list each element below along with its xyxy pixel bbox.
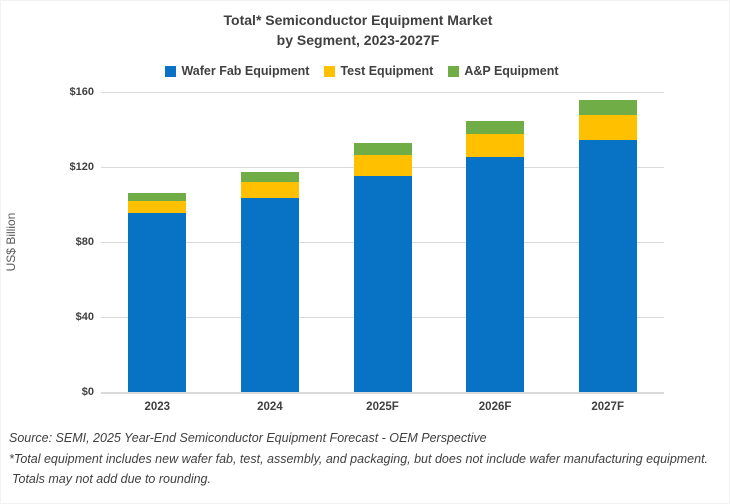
legend-swatch-icon — [165, 65, 177, 77]
legend-item-ap: A&P Equipment — [448, 64, 559, 78]
legend-swatch-icon — [448, 65, 460, 77]
bar-segment-wafer-fab-equipment-2026f — [466, 156, 525, 392]
footnote-rounding-line: Totals may not add due to rounding. — [12, 472, 211, 486]
chart-title-line2: by Segment, 2023-2027F — [276, 32, 440, 48]
x-tick-label-2024: 2024 — [257, 401, 283, 413]
bar-segment-a-p-equipment-2025f — [353, 142, 412, 155]
plot-area — [101, 92, 664, 394]
bar-segment-test-equipment-2024 — [240, 182, 299, 198]
bar-segment-wafer-fab-equipment-2024 — [240, 197, 299, 392]
bar-segment-test-equipment-2023 — [128, 200, 187, 213]
y-tick-label: $0 — [81, 386, 94, 398]
legend-label: A&P Equipment — [464, 64, 559, 78]
legend-item-wafer-fab: Wafer Fab Equipment — [165, 64, 309, 78]
source-note: Source: SEMI, 2025 Year-End Semiconducto… — [9, 428, 725, 490]
bar-segment-wafer-fab-equipment-2023 — [128, 212, 187, 392]
legend-label: Wafer Fab Equipment — [181, 64, 310, 78]
chart-title-line1: Total* Semiconductor Equipment Market — [223, 12, 493, 28]
y-tick-label: $160 — [69, 86, 94, 98]
stacked-bar-2023 — [128, 193, 187, 392]
stacked-bar-2026f — [466, 121, 525, 392]
bar-segment-a-p-equipment-2024 — [240, 171, 299, 182]
x-tick-label-2026f: 2026F — [478, 401, 512, 413]
x-tick-label-2027f: 2027F — [591, 401, 624, 413]
x-tick-label-2023: 2023 — [144, 401, 171, 413]
stacked-bar-2024 — [240, 171, 299, 392]
chart-title: Total* Semiconductor Equipment Market by… — [1, 10, 715, 50]
chart-legend: Wafer Fab Equipment Test Equipment A&P E… — [1, 64, 723, 78]
bar-segment-wafer-fab-equipment-2025f — [353, 176, 412, 392]
stacked-bar-2025f — [353, 142, 412, 392]
bar-segment-a-p-equipment-2023 — [128, 193, 187, 201]
bar-segment-wafer-fab-equipment-2027f — [578, 139, 637, 392]
gridline — [101, 92, 664, 93]
source-line: Source: SEMI, 2025 Year-End Semiconducto… — [9, 431, 487, 445]
y-tick-label: $40 — [75, 311, 94, 323]
bar-segment-a-p-equipment-2026f — [466, 121, 525, 135]
bar-segment-test-equipment-2026f — [466, 134, 525, 157]
x-tick-label-2025f: 2025F — [366, 401, 399, 413]
stacked-bar-2027f — [578, 100, 637, 392]
y-tick-label: $120 — [69, 161, 94, 173]
footnote-line: *Total equipment includes new wafer fab,… — [9, 451, 709, 466]
legend-item-test: Test Equipment — [324, 64, 433, 78]
legend-label: Test Equipment — [340, 64, 434, 78]
legend-swatch-icon — [324, 65, 336, 77]
y-tick-label: $80 — [75, 236, 94, 248]
bar-segment-test-equipment-2027f — [578, 115, 637, 140]
bar-segment-a-p-equipment-2027f — [578, 100, 637, 116]
bar-segment-test-equipment-2025f — [353, 154, 412, 177]
